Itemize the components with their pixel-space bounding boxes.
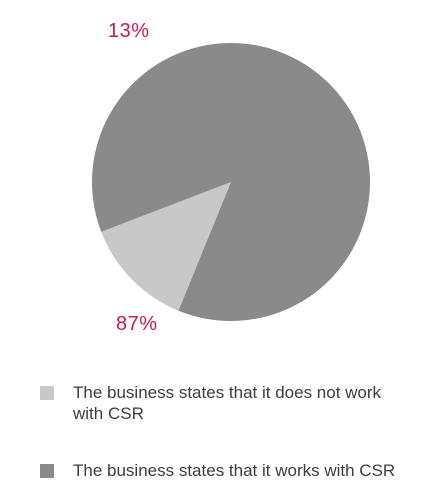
- pie-slice-does-not-work: [101, 182, 231, 311]
- legend-item-works: The business states that it works with C…: [40, 460, 413, 481]
- pie-slice-works: [92, 43, 371, 322]
- legend-swatch-does-not-work: [40, 386, 54, 400]
- pie-chart: [92, 43, 371, 322]
- slice-label-works: 87%: [116, 313, 158, 335]
- legend-item-does-not-work: The business states that it does not wor…: [40, 382, 413, 424]
- legend-swatch-works: [40, 464, 54, 478]
- legend-label-works: The business states that it works with C…: [73, 461, 396, 480]
- slice-label-does-not-work: 13%: [108, 20, 150, 42]
- legend-label-does-not-work: The business states that it does not wor…: [73, 383, 382, 423]
